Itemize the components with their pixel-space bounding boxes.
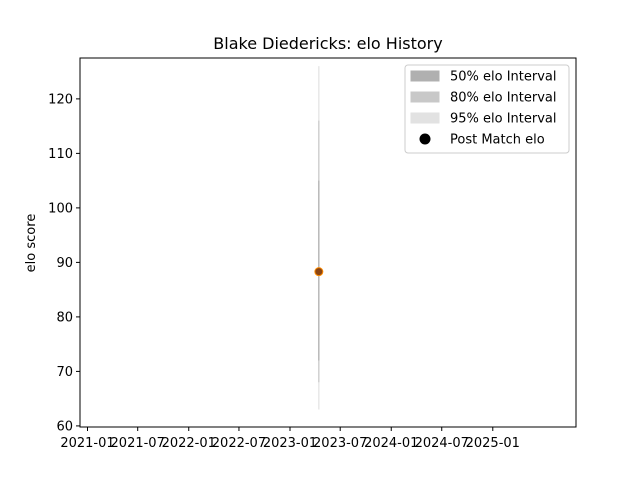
y-tick-label: 110 (48, 147, 73, 162)
x-tick-label: 2022-01 (162, 436, 216, 451)
y-tick-label: 100 (48, 201, 73, 216)
y-tick-label: 90 (56, 256, 73, 271)
legend-label: 50% elo Interval (450, 70, 557, 85)
x-tick-label: 2023-01 (263, 436, 317, 451)
x-tick-label: 2021-01 (60, 436, 114, 451)
chart-title: Blake Diedericks: elo History (213, 34, 442, 53)
y-axis-label: elo score (24, 214, 39, 273)
y-tick-label: 120 (48, 92, 73, 107)
legend-box (404, 64, 570, 154)
y-tick-label: 70 (56, 365, 73, 380)
legend-swatch (410, 112, 440, 124)
legend-swatch (410, 91, 440, 103)
legend-label: Post Match elo (450, 133, 545, 148)
x-tick-label: 2024-07 (415, 436, 469, 451)
plot-frame (79, 57, 577, 428)
post-match-elo-point (314, 267, 324, 277)
x-tick-label: 2025-01 (466, 436, 520, 451)
x-tick-label: 2022-07 (212, 436, 266, 451)
legend-swatch (410, 70, 440, 82)
x-tick-label: 2024-01 (364, 436, 418, 451)
y-tick-label: 60 (56, 419, 73, 434)
legend-label: 95% elo Interval (450, 112, 557, 127)
legend: 50% elo Interval 80% elo Interval 95% elo … (404, 64, 570, 154)
plot-area (314, 66, 324, 410)
legend-marker (419, 133, 431, 145)
legend-label: 80% elo Interval (450, 91, 557, 106)
x-tick-label: 2023-07 (313, 436, 367, 451)
y-tick-label: 80 (56, 310, 73, 325)
x-tick-label: 2021-07 (111, 436, 165, 451)
